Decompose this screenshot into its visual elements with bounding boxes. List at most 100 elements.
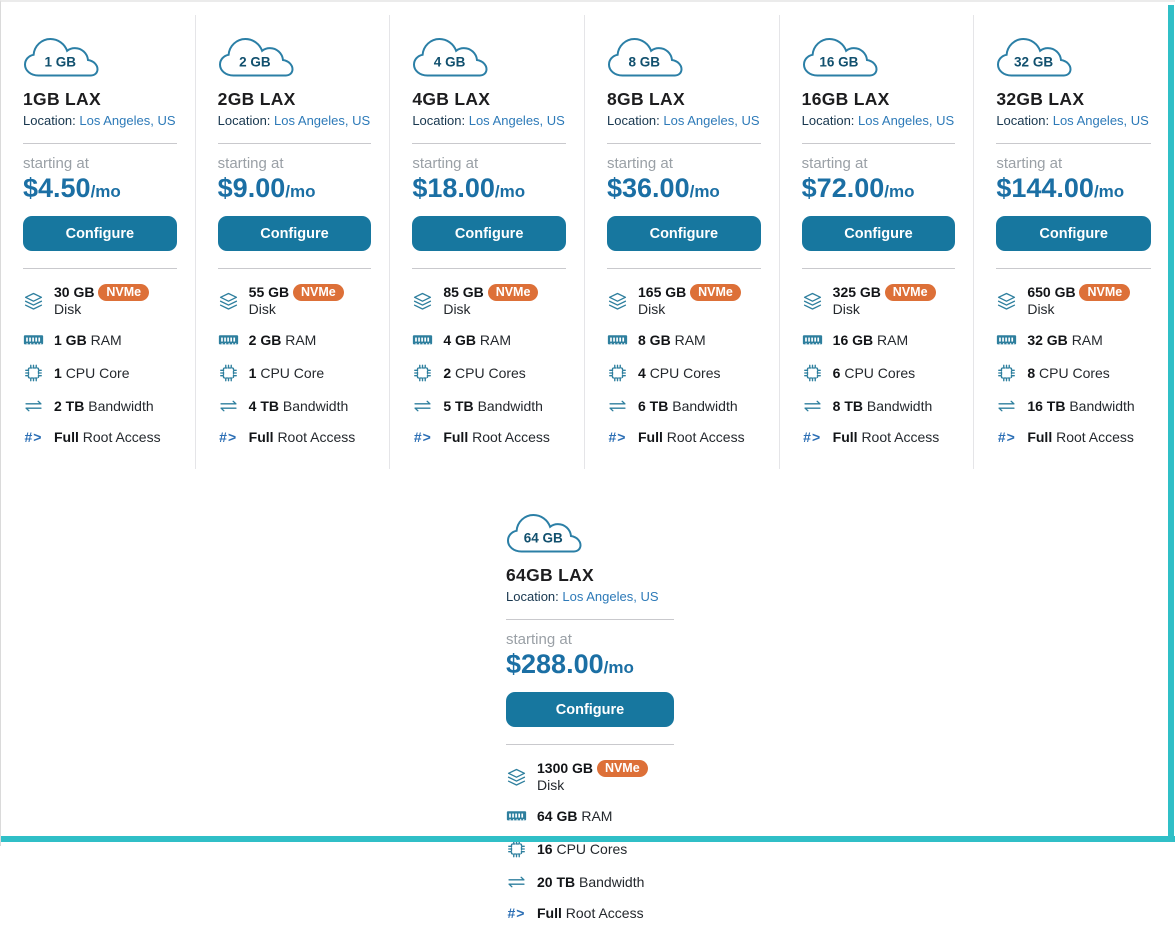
nvme-badge: NVMe: [487, 284, 539, 302]
feature-list: 165 GB NVMe Disk 8 GB RAM 4 CPU Cores 6 …: [607, 284, 761, 445]
cpu-suffix: CPU Cores: [455, 365, 526, 382]
disk-icon: [802, 291, 823, 311]
price-amount: $144.00: [996, 173, 1094, 203]
nvme-badge: NVMe: [690, 284, 741, 302]
plan-title: 32GB LAX: [996, 89, 1085, 109]
location-label: Location:: [506, 589, 559, 605]
cloud-size-badge: 4 GB: [412, 35, 488, 81]
feature-disk: 325 GB NVMe Disk: [802, 284, 956, 317]
root-access-icon: #>: [507, 905, 526, 922]
location-label: Location:: [607, 113, 660, 128]
feature-ram: 4 GB RAM: [412, 330, 566, 350]
feature-bandwidth: 16 TB Bandwidth: [996, 396, 1151, 416]
bandwidth-suffix: Bandwidth: [672, 398, 738, 415]
bandwidth-value: 16 TB: [1027, 398, 1066, 415]
feature-ram: 1 GB RAM: [23, 330, 177, 350]
disk-icon: [23, 291, 44, 311]
disk-suffix: Disk: [248, 301, 276, 318]
location-link[interactable]: Los Angeles, US: [663, 113, 760, 128]
root-access-icon: #>: [997, 429, 1016, 446]
price-period: /mo: [285, 182, 316, 201]
disk-value: 1300 GB: [537, 760, 594, 777]
root-suffix: Root Access: [1056, 429, 1134, 446]
plan-card-32gb: 32 GB 32GB LAX Location: Los Angeles, US…: [974, 15, 1169, 470]
bandwidth-suffix: Bandwidth: [477, 398, 543, 415]
price-period: /mo: [1093, 182, 1125, 201]
divider: [217, 268, 372, 270]
cloud-size-badge: 8 GB: [607, 35, 683, 81]
feature-cpu: 1 CPU Core: [218, 363, 372, 383]
cpu-icon: [802, 363, 823, 383]
configure-button[interactable]: Configure: [607, 216, 761, 252]
feature-disk: 1300 GB NVMe Disk: [506, 760, 674, 793]
location-label: Location:: [217, 113, 271, 128]
feature-ram: 16 GB RAM: [802, 330, 956, 350]
plan-title: 2GB LAX: [217, 89, 296, 109]
configure-button[interactable]: Configure: [996, 216, 1151, 252]
disk-suffix: Disk: [537, 777, 565, 794]
plan-price: $288.00/mo: [506, 649, 674, 680]
cpu-value: 1: [248, 365, 257, 382]
divider: [996, 143, 1151, 144]
cloud-size-badge: 32 GB: [996, 35, 1072, 81]
location-link[interactable]: Los Angeles, US: [274, 113, 371, 128]
bandwidth-icon: [802, 396, 823, 416]
starting-at-label: starting at: [801, 155, 868, 172]
configure-button[interactable]: Configure: [23, 216, 177, 252]
plan-card-1gb: 1 GB 1GB LAX Location: Los Angeles, US s…: [1, 15, 196, 470]
feature-cpu: 16 CPU Cores: [506, 839, 674, 859]
feature-disk: 30 GB NVMe Disk: [23, 284, 177, 317]
feature-bandwidth: 2 TB Bandwidth: [23, 396, 177, 416]
location-link[interactable]: Los Angeles, US: [858, 113, 955, 128]
feature-disk: 85 GB NVMe Disk: [412, 284, 566, 317]
feature-bandwidth: 6 TB Bandwidth: [607, 396, 761, 416]
plan-card-8gb: 8 GB 8GB LAX Location: Los Angeles, US s…: [585, 15, 780, 470]
divider: [607, 143, 761, 144]
divider: [607, 268, 761, 270]
cpu-suffix: CPU Cores: [649, 365, 721, 382]
ram-icon: [802, 330, 823, 350]
location-link[interactable]: Los Angeles, US: [468, 113, 565, 128]
price-amount: $72.00: [801, 173, 885, 203]
bandwidth-value: 8 TB: [832, 398, 863, 415]
cloud-badge-label: 32 GB: [1014, 54, 1054, 70]
price-amount: $18.00: [412, 173, 495, 203]
price-amount: $36.00: [607, 173, 690, 203]
configure-button[interactable]: Configure: [217, 216, 372, 252]
ram-value: 8 GB: [638, 332, 671, 349]
price-amount: $9.00: [217, 173, 286, 203]
plan-location: Location: Los Angeles, US: [802, 113, 956, 128]
location-link[interactable]: Los Angeles, US: [79, 113, 176, 128]
location-link[interactable]: Los Angeles, US: [562, 589, 659, 605]
feature-list: 325 GB NVMe Disk 16 GB RAM 6 CPU Cores 8…: [802, 284, 956, 445]
plan-title: 4GB LAX: [412, 89, 491, 109]
plan-card-64gb: 64 GB 64GB LAX Location: Los Angeles, US…: [484, 491, 692, 945]
price-period: /mo: [884, 182, 915, 201]
root-access-icon: #>: [608, 429, 627, 446]
bandwidth-suffix: Bandwidth: [88, 398, 154, 415]
configure-button[interactable]: Configure: [801, 216, 956, 252]
feature-bandwidth: 5 TB Bandwidth: [412, 396, 566, 416]
feature-cpu: 6 CPU Cores: [802, 363, 956, 383]
divider: [23, 268, 177, 270]
root-access-icon: #>: [219, 429, 238, 446]
feature-list: 85 GB NVMe Disk 4 GB RAM 2 CPU Cores 5 T…: [412, 284, 566, 445]
price-amount: $288.00: [506, 649, 604, 680]
divider: [801, 268, 956, 270]
plan-price: $9.00/mo: [218, 173, 372, 204]
plan-title: 8GB LAX: [607, 89, 685, 109]
price-period: /mo: [603, 658, 634, 678]
plan-title: 64GB LAX: [506, 565, 594, 586]
disk-suffix: Disk: [832, 301, 860, 318]
configure-button[interactable]: Configure: [506, 692, 674, 728]
teal-bottom-edge: [1, 836, 1175, 842]
feature-cpu: 4 CPU Cores: [607, 363, 761, 383]
plan-price: $18.00/mo: [412, 173, 566, 204]
disk-value: 30 GB: [54, 284, 95, 301]
location-link[interactable]: Los Angeles, US: [1052, 113, 1149, 128]
cpu-value: 4: [638, 365, 646, 382]
plans-grid: 1 GB 1GB LAX Location: Los Angeles, US s…: [1, 2, 1169, 470]
nvme-badge: NVMe: [596, 760, 648, 778]
location-label: Location:: [412, 113, 466, 128]
configure-button[interactable]: Configure: [412, 216, 566, 252]
